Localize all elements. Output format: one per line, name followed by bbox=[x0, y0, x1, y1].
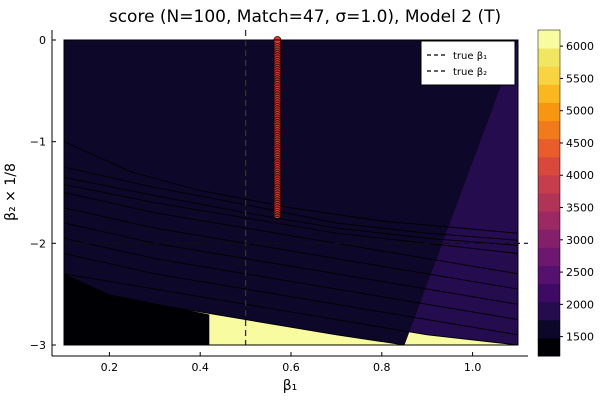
colorbar-tick-label: 5000 bbox=[566, 105, 594, 118]
colorbar-segment bbox=[538, 174, 560, 194]
legend: true β₁ true β₂ bbox=[420, 40, 516, 86]
colorbar-segment bbox=[538, 120, 560, 140]
x-tick-label: 0.4 bbox=[191, 361, 209, 374]
y-tick-label: −2 bbox=[30, 237, 46, 250]
colorbar-segment bbox=[538, 229, 560, 248]
colorbar-segment bbox=[538, 193, 560, 212]
colorbar-tick-label: 3000 bbox=[566, 234, 594, 247]
contour-line-4200 bbox=[64, 183, 518, 254]
contour-line-3200 bbox=[64, 207, 518, 290]
colorbar-tick-label: 6000 bbox=[566, 40, 594, 53]
colorbar-tick-label: 2000 bbox=[566, 298, 594, 311]
x-tick-label: 0.6 bbox=[282, 361, 300, 374]
contour-low-region bbox=[64, 273, 210, 345]
colorbar: 1500 2000 2500 3000 3500 4000 4500 5000 5500 6000 bbox=[537, 29, 594, 357]
colorbar-segment bbox=[538, 66, 560, 85]
colorbar-segment bbox=[538, 102, 560, 122]
colorbar-tick-label: 4000 bbox=[566, 169, 594, 182]
colorbar-segment bbox=[538, 265, 560, 285]
colorbar-tick-label: 4500 bbox=[566, 137, 594, 150]
axes: 0.2 0.4 0.6 0.8 1.0 0 −1 −2 −3 bbox=[30, 30, 528, 374]
colorbar-tick-label: 2500 bbox=[566, 266, 594, 279]
contour-line-5700 bbox=[64, 141, 518, 234]
contour-line-4800 bbox=[64, 176, 518, 246]
colorbar-segment bbox=[538, 283, 560, 303]
y-tick-label: −1 bbox=[30, 136, 46, 149]
contour-line-2300 bbox=[64, 253, 518, 336]
x-axis-label: β₁ bbox=[283, 378, 298, 394]
x-tick-label: 1.0 bbox=[464, 361, 482, 374]
contour-line-5300 bbox=[64, 166, 518, 241]
contour-line-2000 bbox=[64, 273, 518, 345]
colorbar-segment bbox=[538, 48, 560, 67]
contour-area bbox=[64, 40, 518, 345]
x-tick-label: 0.8 bbox=[373, 361, 391, 374]
colorbar-segment bbox=[538, 211, 560, 230]
plot-frame bbox=[63, 39, 519, 346]
colorbar-tick-label: 3500 bbox=[566, 202, 594, 215]
colorbar-segment bbox=[538, 30, 560, 49]
contour-line-2600 bbox=[64, 237, 518, 321]
colorbar-frame bbox=[537, 29, 561, 357]
contour-line-2900 bbox=[64, 222, 518, 305]
legend-label: true β₁ bbox=[453, 51, 487, 62]
x-tick-label: 0.2 bbox=[101, 361, 119, 374]
chart-title: score (N=100, Match=47, σ=1.0), Model 2 … bbox=[109, 7, 501, 27]
colorbar-tick-label: 5500 bbox=[566, 72, 594, 85]
y-axis-label: β₂ × 1/8 bbox=[3, 163, 19, 221]
y-tick-label: 0 bbox=[39, 34, 46, 47]
contour-line-3600 bbox=[64, 192, 518, 275]
legend-label: true β₂ bbox=[453, 67, 487, 78]
colorbar-segment bbox=[538, 319, 560, 339]
y-tick-label: −3 bbox=[30, 339, 46, 352]
contour-band-1700 bbox=[64, 40, 518, 345]
colorbar-segment bbox=[538, 138, 560, 158]
colorbar-segment bbox=[538, 337, 560, 357]
colorbar-segment bbox=[538, 84, 560, 103]
overlay-layer bbox=[64, 30, 528, 345]
colorbar-segment bbox=[538, 301, 560, 321]
legend-box bbox=[420, 40, 516, 86]
colorbar-segment bbox=[538, 156, 560, 176]
colorbar-tick-label: 1500 bbox=[566, 331, 594, 344]
colorbar-segment bbox=[538, 247, 560, 266]
